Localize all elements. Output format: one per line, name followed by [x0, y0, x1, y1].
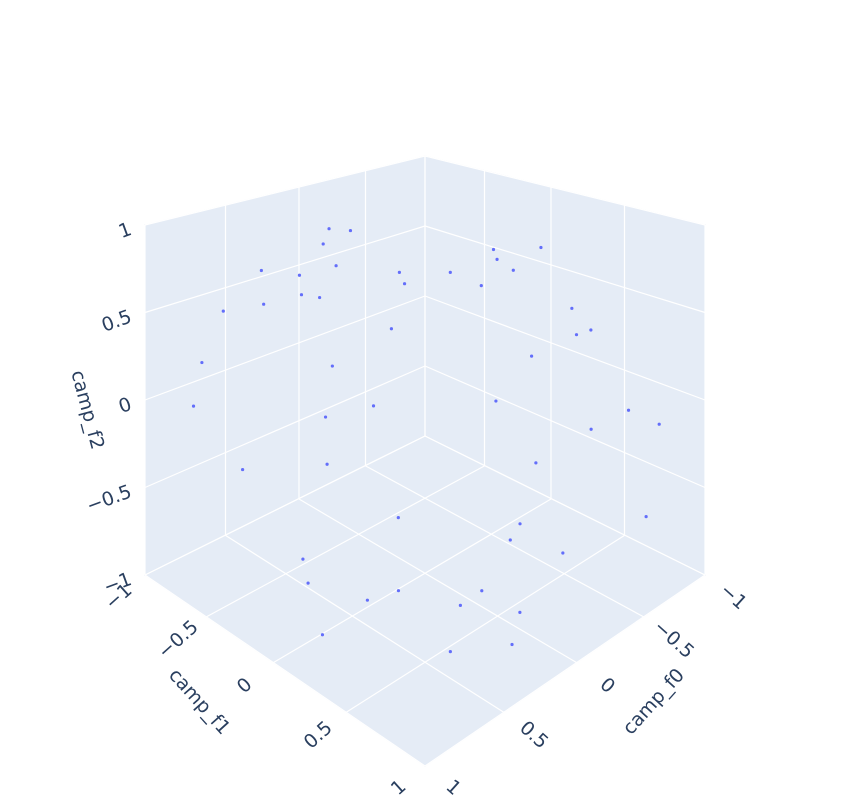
grid-line	[144, 225, 426, 314]
point	[306, 581, 310, 585]
point	[334, 264, 338, 268]
point	[657, 422, 661, 426]
grid-line	[298, 498, 580, 665]
point	[510, 642, 514, 647]
point	[240, 467, 245, 472]
point	[518, 610, 522, 614]
point	[448, 270, 452, 275]
grid-line	[344, 534, 625, 714]
point	[371, 404, 376, 408]
z-tick-label: 1	[116, 218, 135, 243]
point	[518, 522, 522, 526]
point	[480, 589, 484, 593]
y-tick-label: 1	[387, 775, 411, 799]
point	[479, 283, 483, 288]
point	[534, 461, 538, 465]
point	[321, 242, 325, 246]
grid-line	[204, 465, 485, 619]
point	[348, 228, 353, 233]
x-tick-label: 1	[441, 775, 465, 799]
grid-line	[424, 155, 706, 226]
z-tick-label: −0.5	[84, 481, 135, 517]
grid-line	[424, 365, 706, 489]
point	[221, 309, 225, 313]
x-tick-label: −0.5	[649, 616, 698, 663]
point	[589, 427, 593, 431]
point	[320, 633, 325, 637]
point	[626, 408, 631, 412]
point	[529, 354, 534, 358]
point	[402, 282, 407, 286]
x-tick-label: 0	[595, 673, 619, 697]
point	[259, 268, 263, 273]
z-tick-label: 0	[116, 393, 135, 418]
x-axis-title: camp_f0	[618, 664, 689, 739]
z-axis-title: camp_f2	[66, 368, 108, 452]
point	[458, 603, 462, 607]
grid-line	[144, 574, 426, 767]
point	[644, 515, 648, 519]
x-tick-label: −1	[716, 579, 752, 614]
grid-line	[144, 435, 426, 576]
point	[495, 257, 499, 261]
point	[299, 293, 304, 297]
point	[491, 247, 496, 252]
point	[396, 515, 400, 520]
point	[396, 589, 401, 593]
point	[574, 333, 579, 337]
z-tick-label: 0.5	[99, 306, 135, 337]
grid-line	[270, 498, 552, 665]
point	[397, 270, 401, 274]
point	[325, 462, 329, 466]
grid-line	[144, 365, 426, 489]
point	[570, 306, 574, 310]
grid-line	[424, 225, 706, 314]
point	[389, 327, 394, 331]
point	[589, 328, 593, 332]
y-axis-title: camp_f1	[164, 664, 235, 739]
point	[511, 268, 515, 272]
point	[539, 245, 543, 250]
point	[262, 302, 266, 306]
grid-line	[144, 295, 426, 401]
grid-line	[424, 574, 706, 767]
point	[494, 399, 498, 403]
point	[365, 598, 369, 602]
point	[297, 273, 302, 277]
y-tick-label: −0.5	[154, 616, 203, 663]
point	[301, 557, 305, 561]
grid-line	[424, 435, 706, 576]
grid-line	[365, 465, 646, 619]
point	[323, 415, 328, 419]
point	[448, 650, 452, 654]
grid-line	[424, 295, 706, 401]
y-tick-label: 0	[233, 673, 257, 697]
point	[327, 227, 331, 231]
point	[508, 538, 512, 542]
point	[330, 364, 334, 368]
point	[191, 404, 196, 408]
point	[561, 551, 565, 555]
x-tick-label: 0.5	[515, 717, 552, 754]
y-tick-label: 0.5	[300, 717, 337, 754]
grid-line	[144, 155, 426, 226]
point	[318, 295, 322, 300]
grid-line	[225, 534, 506, 714]
point	[200, 360, 204, 365]
